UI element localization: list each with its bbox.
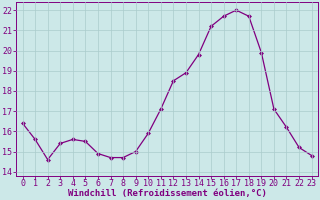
X-axis label: Windchill (Refroidissement éolien,°C): Windchill (Refroidissement éolien,°C) bbox=[68, 189, 267, 198]
